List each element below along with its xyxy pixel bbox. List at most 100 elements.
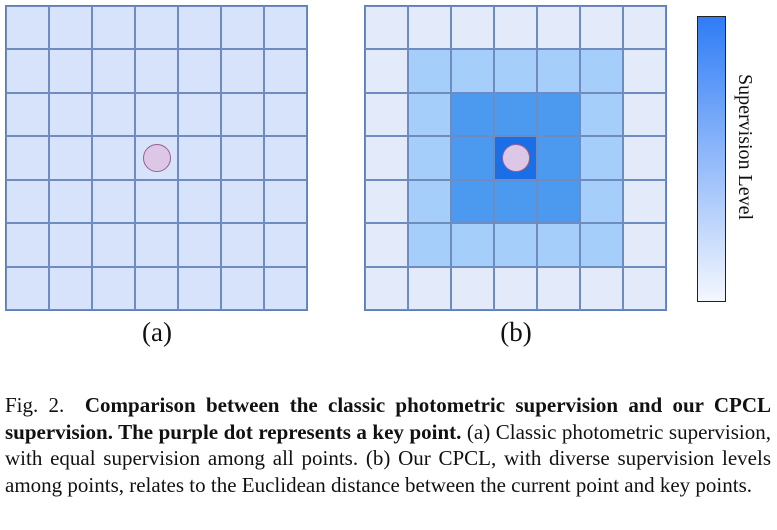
grid-cell xyxy=(494,49,537,93)
grid-cell xyxy=(580,6,623,50)
grid-cell xyxy=(178,92,221,137)
grid-cell xyxy=(92,92,135,137)
grid-cell xyxy=(6,179,49,224)
grid-cell xyxy=(49,266,92,310)
grid-cell xyxy=(580,136,623,180)
grid-cell xyxy=(408,179,451,224)
grid-cell xyxy=(537,136,580,180)
grid-cell xyxy=(580,49,623,93)
grid-cell xyxy=(6,92,49,137)
grid-cell xyxy=(365,6,408,50)
grid-cell xyxy=(451,6,494,50)
grid-cell xyxy=(623,6,666,50)
grid-cell xyxy=(221,179,264,224)
grid-cell xyxy=(408,49,451,93)
grid-cell xyxy=(92,179,135,224)
grid-cell xyxy=(494,223,537,267)
grid-cell xyxy=(178,266,221,310)
grid-cell xyxy=(623,136,666,180)
grid-cell xyxy=(494,266,537,310)
grid-cell xyxy=(365,49,408,93)
grid-cell xyxy=(451,92,494,137)
grid-cell xyxy=(537,49,580,93)
subfigure-label-a: (a) xyxy=(142,317,172,347)
grid-cell xyxy=(623,179,666,224)
grid-cell xyxy=(494,6,537,50)
grid-cell xyxy=(135,136,178,180)
grid-cell xyxy=(221,136,264,180)
grid-cell xyxy=(221,6,264,50)
grid-cell xyxy=(6,49,49,93)
grid-cell xyxy=(365,179,408,224)
keypoint-dot xyxy=(501,143,530,172)
caption-prefix: Fig. 2. xyxy=(5,393,65,417)
grid-cell xyxy=(494,136,537,180)
subfigure-label-b: (b) xyxy=(500,317,532,347)
grid-cell xyxy=(408,92,451,137)
grid-cell xyxy=(135,92,178,137)
grid-cell xyxy=(221,266,264,310)
grid-cell xyxy=(49,49,92,93)
grid-cell xyxy=(135,179,178,224)
grid-cell xyxy=(178,223,221,267)
grid-cell xyxy=(6,136,49,180)
grid-cell xyxy=(178,179,221,224)
grid-cell xyxy=(623,223,666,267)
grid-cell xyxy=(537,6,580,50)
grid-cell xyxy=(408,136,451,180)
grid-cell xyxy=(494,92,537,137)
grid-cell xyxy=(451,49,494,93)
grid-cell xyxy=(580,266,623,310)
grid-cell xyxy=(135,223,178,267)
grid-classic-supervision xyxy=(5,5,308,311)
grid-cell xyxy=(135,6,178,50)
grid-cell xyxy=(92,136,135,180)
caption-rest: (a) Classic photometric supervision, wit… xyxy=(5,419,772,497)
grid-cell xyxy=(580,179,623,224)
figure-caption: Fig. 2. Comparison between the classic p… xyxy=(5,392,771,498)
grid-cell xyxy=(623,92,666,137)
grid-cell xyxy=(623,266,666,310)
grid-cell xyxy=(6,266,49,310)
grid-cell xyxy=(494,179,537,224)
grid-cell xyxy=(221,92,264,137)
grid-cell xyxy=(264,6,307,50)
grid-cell xyxy=(264,136,307,180)
caption-bold: Comparison between the classic photometr… xyxy=(5,393,772,444)
grid-cell xyxy=(49,136,92,180)
grid-cell xyxy=(408,6,451,50)
grid-cell xyxy=(451,136,494,180)
grid-cell xyxy=(49,179,92,224)
grid-cell xyxy=(451,179,494,224)
grid-cell xyxy=(537,223,580,267)
grid-cell xyxy=(264,266,307,310)
grid-cell xyxy=(178,136,221,180)
grid-cell xyxy=(6,6,49,50)
grid-cell xyxy=(537,92,580,137)
grid-cell xyxy=(49,92,92,137)
grid-cell xyxy=(537,266,580,310)
grid-cell xyxy=(408,266,451,310)
colorbar-label: Supervision Level xyxy=(734,74,756,221)
grid-cell xyxy=(264,49,307,93)
grid-cell xyxy=(6,223,49,267)
grid-cell xyxy=(221,223,264,267)
grid-cell xyxy=(92,266,135,310)
keypoint-dot xyxy=(142,143,171,172)
grid-cell xyxy=(92,223,135,267)
grid-cell xyxy=(451,223,494,267)
supervision-colorbar xyxy=(697,16,726,302)
grid-cell xyxy=(178,6,221,50)
grid-cell xyxy=(580,223,623,267)
grid-cell xyxy=(221,49,264,93)
grid-cell xyxy=(623,49,666,93)
grid-cell xyxy=(178,49,221,93)
grid-cpcl-supervision xyxy=(364,5,667,311)
grid-cell xyxy=(264,223,307,267)
grid-cell xyxy=(92,6,135,50)
grid-cell xyxy=(264,92,307,137)
grid-cell xyxy=(365,136,408,180)
grid-cell xyxy=(365,92,408,137)
grid-cell xyxy=(49,223,92,267)
grid-cell xyxy=(365,266,408,310)
